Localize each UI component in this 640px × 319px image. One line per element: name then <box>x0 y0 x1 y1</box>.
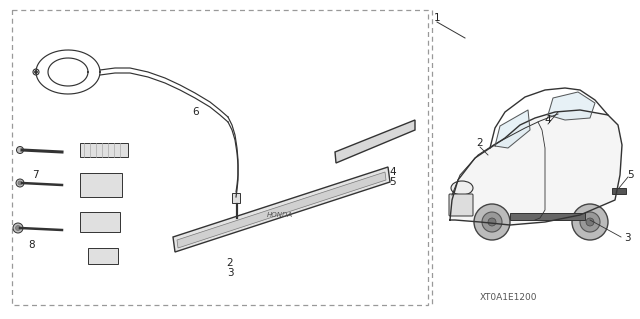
Polygon shape <box>173 167 390 252</box>
Text: 6: 6 <box>193 107 199 117</box>
Polygon shape <box>335 120 415 163</box>
Bar <box>12 10 428 305</box>
Text: 1: 1 <box>434 13 440 23</box>
Bar <box>80 173 122 197</box>
Polygon shape <box>495 110 530 148</box>
FancyBboxPatch shape <box>80 143 128 157</box>
Ellipse shape <box>451 181 473 195</box>
Circle shape <box>33 69 39 75</box>
Circle shape <box>35 70 38 73</box>
Circle shape <box>13 223 23 233</box>
Polygon shape <box>177 172 386 248</box>
Circle shape <box>15 226 20 231</box>
Text: 3: 3 <box>227 268 234 278</box>
Text: 5: 5 <box>390 177 396 187</box>
Text: XT0A1E1200: XT0A1E1200 <box>479 293 537 302</box>
Bar <box>232 193 240 203</box>
Text: 8: 8 <box>29 240 35 250</box>
Bar <box>612 188 626 194</box>
Bar <box>80 212 120 232</box>
Text: 4: 4 <box>390 167 396 177</box>
Bar <box>510 213 585 220</box>
Circle shape <box>16 179 24 187</box>
Text: 2: 2 <box>227 258 234 268</box>
Text: 7: 7 <box>32 170 38 180</box>
Circle shape <box>234 220 238 224</box>
Text: 2: 2 <box>477 138 483 148</box>
Polygon shape <box>450 110 622 225</box>
Circle shape <box>580 212 600 232</box>
Text: 4: 4 <box>545 115 551 125</box>
Circle shape <box>17 146 24 153</box>
Circle shape <box>18 181 22 185</box>
Text: 5: 5 <box>627 170 634 180</box>
Bar <box>88 248 118 264</box>
Circle shape <box>586 218 594 226</box>
FancyBboxPatch shape <box>449 194 473 216</box>
Circle shape <box>482 212 502 232</box>
Text: 3: 3 <box>624 233 630 243</box>
Circle shape <box>572 204 608 240</box>
Circle shape <box>232 218 240 226</box>
Text: HONDA: HONDA <box>267 212 293 218</box>
Circle shape <box>474 204 510 240</box>
Polygon shape <box>548 92 595 120</box>
Circle shape <box>488 218 496 226</box>
